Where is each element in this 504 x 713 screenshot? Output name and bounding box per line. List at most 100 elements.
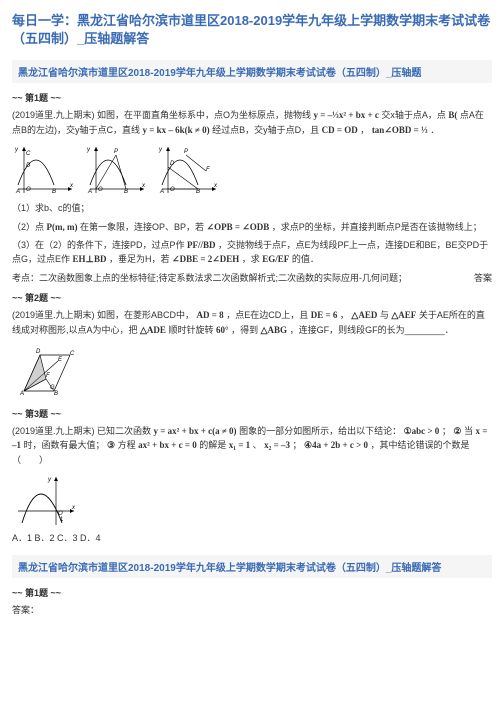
q3-c1: ①abc > 0	[404, 426, 440, 436]
q2-label: ~~ 第2题 ~~	[12, 291, 492, 304]
q1-sub2: （2）点 P(m, m) 在第一象限，连接OP、BP，若 ∠OPB = ∠ODB…	[12, 220, 492, 234]
svg-text:B: B	[196, 189, 200, 195]
svg-text:x: x	[69, 183, 74, 189]
svg-text:D: D	[36, 349, 41, 355]
svg-text:F: F	[206, 167, 210, 173]
q1-s3f1: PF//BD	[187, 240, 216, 250]
svg-text:O: O	[26, 187, 31, 193]
q1-sub1: （1）求b、c的值；	[12, 201, 492, 215]
page-title: 每日一学：黑龙江省哈尔滨市道里区2018-2019学年九年级上学期数学期末考试试…	[12, 12, 492, 48]
q1-f4: tan∠OBD = ⅓	[372, 125, 428, 135]
q1-fig2: A B O P y x	[84, 141, 150, 197]
ans1-text: 答案：	[12, 603, 492, 617]
q2-t1: (2019道里.九上期末) 如图，在菱形ABCD中，	[12, 310, 194, 320]
q1-t1: (2019道里.九上期末) 如图，在平面直角坐标系中，点O为坐标原点，抛物线	[12, 110, 314, 120]
svg-text:F: F	[46, 373, 50, 379]
q1-s3e: 的值．	[292, 254, 319, 264]
svg-text:E: E	[58, 357, 63, 363]
q3-f3: ax² + bx + c = 0	[138, 440, 197, 450]
q1-s2a: （2）点	[12, 222, 47, 232]
q2-f2: DE = 6	[311, 310, 338, 320]
q3-t3: ；	[442, 426, 451, 436]
q2-t4: 与	[380, 310, 392, 320]
q1-t3: 经过点B，交y轴于点D，且	[212, 125, 322, 135]
q2-f7: △ABG	[261, 325, 287, 335]
q3-options: A．1 B．2 C．3 D．4	[12, 531, 492, 545]
q2-body: (2019道里.九上期末) 如图，在菱形ABCD中， AD = 8 ，点E在边C…	[12, 308, 492, 337]
svg-text:G: G	[50, 385, 55, 391]
q3-t4: 当	[464, 426, 476, 436]
q3-c3: ③	[107, 440, 115, 450]
q1-s2m: P(m, m)	[47, 222, 78, 232]
svg-text:O: O	[98, 187, 103, 193]
q2-f3: △AED	[351, 310, 377, 320]
q3-t7: 的解是	[199, 440, 229, 450]
q2-t8: ，连接GF，则线段GF的长为________．	[290, 325, 454, 335]
section-header-answers: 黑龙江省哈尔滨市道里区2018-2019学年九年级上学期数学期末考试试卷（五四制…	[12, 555, 492, 578]
q1-s3f3: ∠DBE = 2∠DEH	[172, 254, 239, 264]
q3-f4: x₁ = 1	[229, 440, 250, 450]
q1-f3: CD = OD	[322, 125, 358, 135]
ans1-label: ~~ 第1题 ~~	[12, 586, 492, 599]
svg-text:B: B	[124, 189, 128, 195]
q3-body: (2019道里.九上期末) 已知二次函数 y = ax² + bx + c(a …	[12, 424, 492, 467]
q3-t1: (2019道里.九上期末) 已知二次函数	[12, 426, 154, 436]
svg-text:1: 1	[60, 517, 64, 523]
q1-topics-row: 考点：二次函数图象上点的坐标特征;待定系数法求二次函数解析式;二次函数的实际应用…	[12, 271, 492, 285]
q1-sub3: （3）在（2）的条件下，连接PD，过点P作 PF//BD ，交抛物线于点F，点E…	[12, 238, 492, 267]
svg-text:x: x	[213, 183, 218, 189]
q1-s3f2: EH⊥BD	[73, 254, 107, 264]
q2-f1: AD = 8	[197, 310, 224, 320]
svg-text:D: D	[26, 163, 31, 169]
q1-figures: A B O C D y x A B O P y x A B O D P F	[12, 141, 492, 197]
q3-f1: y = ax² + bx + c(a ≠ 0)	[154, 426, 237, 436]
svg-text:P: P	[184, 149, 188, 155]
svg-text:y: y	[86, 147, 91, 153]
q2-t7: ，得到	[231, 325, 261, 335]
q1-t5: ．	[430, 125, 439, 135]
q3-t9: ；	[293, 440, 302, 450]
q3-t5: 时，函数有最大值；	[24, 440, 105, 450]
q1-f1: y = –⅓x² + bx + c	[314, 110, 379, 120]
q1-fig3: A B O D P F y x	[156, 141, 222, 197]
q2-t2: ，点E在边CD上，且	[226, 310, 311, 320]
q1-s3d: ，求	[242, 254, 263, 264]
q1-f1c: B(	[448, 110, 457, 120]
q1-s3f4: EG/EF	[262, 254, 289, 264]
svg-text:B: B	[52, 189, 56, 195]
svg-text:B: B	[54, 391, 58, 397]
q1-topics: 考点：二次函数图象上点的坐标特征;待定系数法求二次函数解析式;二次函数的实际应用…	[12, 271, 407, 285]
q1-fig1: A B O C D y x	[12, 141, 78, 197]
svg-text:D: D	[170, 161, 175, 167]
svg-text:x: x	[141, 183, 146, 189]
svg-text:A: A	[159, 189, 164, 195]
svg-text:A: A	[87, 189, 92, 195]
q1-s3a: （3）在（2）的条件下，连接PD，过点P作	[12, 240, 187, 250]
svg-text:O: O	[170, 187, 175, 193]
q2-t6: 顺时针旋转	[168, 325, 216, 335]
q1-ans-link[interactable]: 答案	[474, 271, 492, 285]
svg-text:C: C	[26, 151, 31, 157]
q1-f2: y = kx – 6k(k ≠ 0)	[143, 125, 210, 135]
q2-figure: A B C D E F G	[12, 341, 82, 401]
q1-t4: ，	[360, 125, 369, 135]
q1-s2b: 在第一象限，连接OP、BP，若	[80, 222, 207, 232]
svg-text:A: A	[15, 189, 20, 195]
q1-text: (2019道里.九上期末) 如图，在平面直角坐标系中，点O为坐标原点，抛物线 y…	[12, 110, 484, 134]
q3-t8: 、	[253, 440, 262, 450]
q2-f4: △AEF	[391, 310, 416, 320]
q1-s3c: ，垂足为H，若	[109, 254, 172, 264]
svg-text:P: P	[114, 149, 118, 155]
q3-t2: 图象的一部分如图所示，给出以下结论：	[239, 426, 401, 436]
q3-c2: ②	[453, 426, 461, 436]
section-header-questions: 黑龙江省哈尔滨市道里区2018-2019学年九年级上学期数学期末考试试卷（五四制…	[12, 60, 492, 83]
svg-text:y: y	[158, 147, 163, 153]
svg-text:x: x	[71, 505, 76, 511]
q1-t1b: 交x轴于点A，点	[381, 110, 448, 120]
q2-f6: 60°	[216, 325, 229, 335]
svg-text:y: y	[14, 147, 19, 153]
svg-text:C: C	[70, 351, 75, 357]
q3-figure: O 1 y x	[12, 471, 82, 531]
q1-label: ~~ 第1题 ~~	[12, 91, 492, 104]
q3-f5: x₂ = –3	[264, 440, 290, 450]
